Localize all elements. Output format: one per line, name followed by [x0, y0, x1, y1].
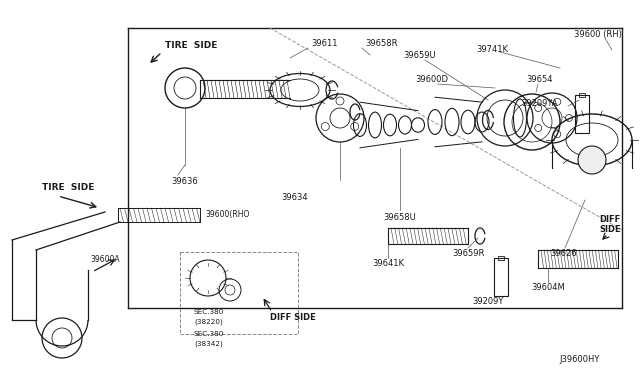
- Text: 39658R: 39658R: [365, 39, 397, 48]
- Text: J39600HY: J39600HY: [560, 356, 600, 365]
- Text: 39741K: 39741K: [476, 45, 508, 55]
- Text: 39658U: 39658U: [383, 214, 417, 222]
- Text: DIFF: DIFF: [600, 215, 621, 224]
- Text: 39641K: 39641K: [372, 260, 404, 269]
- Text: (38342): (38342): [194, 341, 223, 347]
- Text: 39611: 39611: [312, 39, 339, 48]
- Text: TIRE  SIDE: TIRE SIDE: [42, 183, 94, 192]
- Text: SIDE: SIDE: [599, 225, 621, 234]
- Text: 39659R: 39659R: [452, 250, 484, 259]
- Text: SEC.380: SEC.380: [194, 309, 225, 315]
- Text: DIFF SIDE: DIFF SIDE: [270, 314, 316, 323]
- Text: 39626: 39626: [550, 250, 577, 259]
- Text: 39600D: 39600D: [415, 76, 449, 84]
- Text: SEC.380: SEC.380: [194, 331, 225, 337]
- Bar: [498, 256, 504, 260]
- Text: (38220): (38220): [194, 319, 223, 325]
- Text: 39209YA: 39209YA: [522, 99, 558, 109]
- Bar: [575, 95, 589, 133]
- Text: TIRE  SIDE: TIRE SIDE: [165, 41, 218, 49]
- Text: 39209Y: 39209Y: [472, 298, 504, 307]
- Text: 39654: 39654: [527, 76, 553, 84]
- Text: 39604M: 39604M: [531, 283, 565, 292]
- Text: 39659U: 39659U: [404, 51, 436, 61]
- Circle shape: [578, 146, 606, 174]
- Text: 39600 (RH): 39600 (RH): [574, 29, 622, 38]
- Text: 39600A: 39600A: [90, 256, 120, 264]
- Bar: [180, 252, 298, 334]
- Text: 39636: 39636: [172, 177, 198, 186]
- Bar: [579, 93, 585, 97]
- Text: 39634: 39634: [282, 193, 308, 202]
- Text: 39600(RHO: 39600(RHO: [205, 209, 250, 218]
- Bar: [494, 258, 508, 296]
